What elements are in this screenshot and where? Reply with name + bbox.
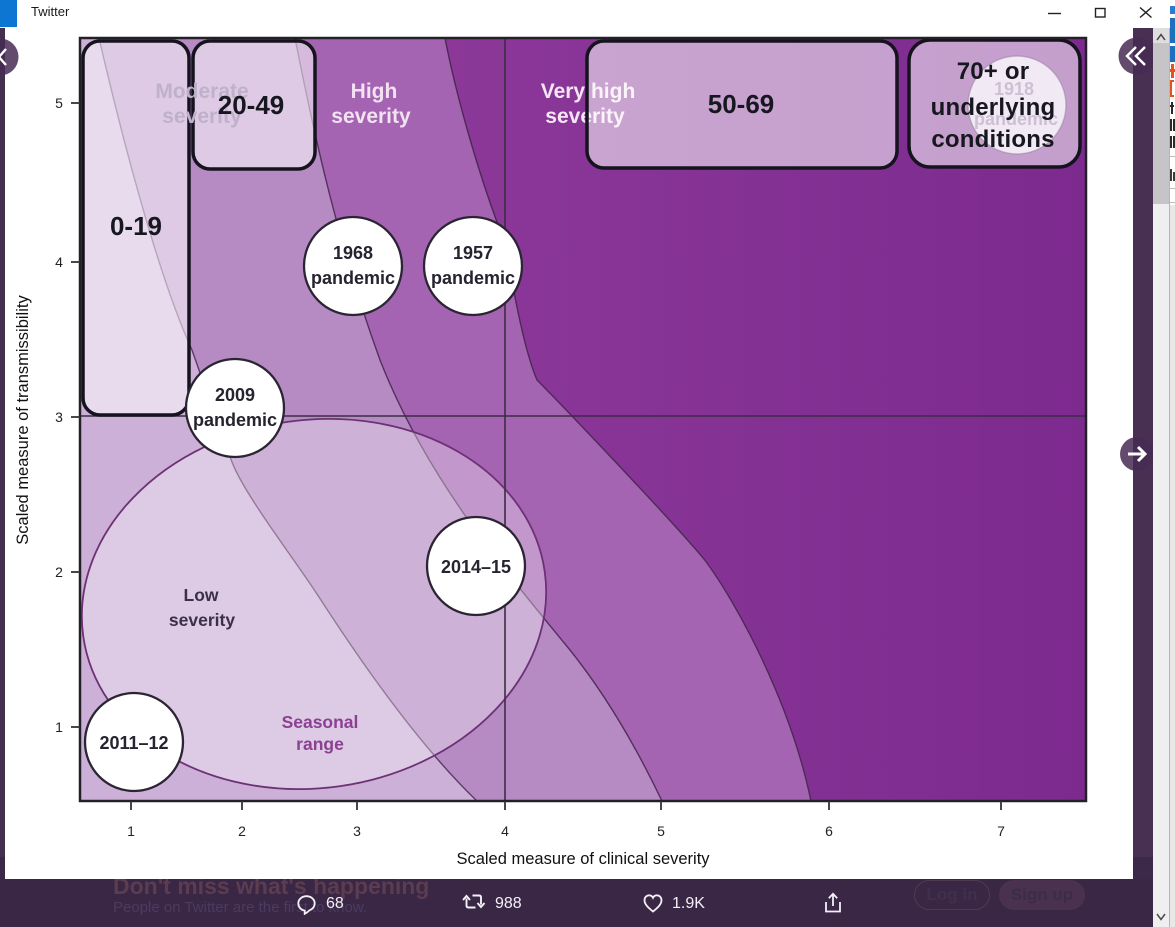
svg-text:Moderate: Moderate xyxy=(155,80,248,103)
svg-text:1957: 1957 xyxy=(453,243,493,263)
svg-text:Low: Low xyxy=(184,585,219,605)
svg-text:severity: severity xyxy=(331,105,411,128)
svg-text:7: 7 xyxy=(997,823,1005,839)
svg-text:6: 6 xyxy=(825,823,833,839)
svg-text:4: 4 xyxy=(55,254,63,270)
svg-text:pandemic: pandemic xyxy=(311,268,395,288)
svg-text:range: range xyxy=(296,734,344,754)
svg-text:pandemic: pandemic xyxy=(974,109,1058,129)
svg-text:2009: 2009 xyxy=(215,385,255,405)
svg-text:50-69: 50-69 xyxy=(708,89,775,119)
svg-text:High: High xyxy=(351,80,398,103)
svg-text:5: 5 xyxy=(657,823,665,839)
svg-text:3: 3 xyxy=(55,409,63,425)
svg-text:2: 2 xyxy=(55,564,63,580)
svg-text:1918: 1918 xyxy=(994,79,1034,99)
svg-text:3: 3 xyxy=(353,823,361,839)
svg-text:1968: 1968 xyxy=(333,243,373,263)
svg-text:pandemic: pandemic xyxy=(431,268,515,288)
svg-text:Seasonal: Seasonal xyxy=(282,712,359,732)
svg-text:severity: severity xyxy=(169,610,235,630)
svg-text:0-19: 0-19 xyxy=(110,211,162,241)
svg-text:2011–12: 2011–12 xyxy=(99,733,168,753)
svg-text:1: 1 xyxy=(127,823,135,839)
svg-text:5: 5 xyxy=(55,95,63,111)
svg-text:2014–15: 2014–15 xyxy=(441,557,511,577)
svg-text:underlying: underlying xyxy=(931,94,1056,121)
svg-text:4: 4 xyxy=(501,823,509,839)
svg-text:conditions: conditions xyxy=(931,126,1054,153)
svg-text:20-49: 20-49 xyxy=(218,90,285,120)
svg-text:Scaled measure of transmissibi: Scaled measure of transmissibility xyxy=(14,295,32,545)
svg-text:2: 2 xyxy=(238,823,246,839)
svg-text:pandemic: pandemic xyxy=(193,410,277,430)
svg-text:70+ or: 70+ or xyxy=(957,58,1030,85)
svg-text:1: 1 xyxy=(55,719,63,735)
svg-text:severity: severity xyxy=(162,105,242,128)
svg-text:Scaled measure of clinical sev: Scaled measure of clinical severity xyxy=(456,850,710,868)
